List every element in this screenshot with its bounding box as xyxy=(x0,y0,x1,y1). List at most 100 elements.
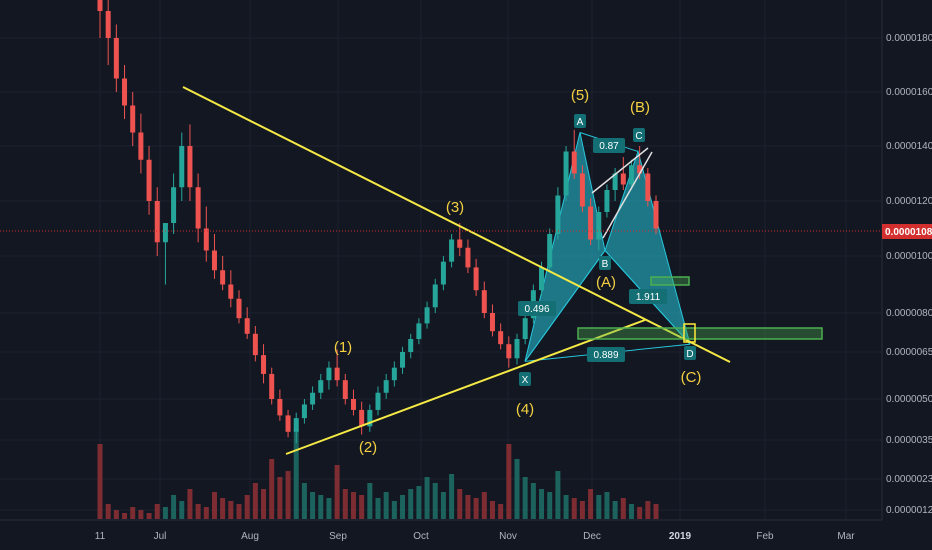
candle-body xyxy=(122,78,128,106)
volume-bar xyxy=(342,489,348,519)
volume-bar xyxy=(269,459,275,519)
candle-body xyxy=(628,165,634,185)
volume-bar xyxy=(318,495,324,519)
volume-bar xyxy=(244,495,250,519)
volume-bar xyxy=(391,501,397,519)
elliott-wave-label: (1) xyxy=(334,339,352,356)
time-tick-label: Oct xyxy=(413,531,429,542)
candle-body xyxy=(269,373,275,399)
volume-bar xyxy=(432,483,438,519)
candle-body xyxy=(130,105,136,133)
volume-bar xyxy=(171,495,177,519)
ratio-label: 0.496 xyxy=(524,304,549,315)
candle-body xyxy=(195,187,201,229)
volume-bar xyxy=(220,498,226,519)
target-zone-small[interactable] xyxy=(650,276,690,286)
time-tick-label: 11 xyxy=(95,531,106,542)
volume-bar xyxy=(113,510,119,519)
volume-bar xyxy=(334,465,340,519)
ratio-label: 0.87 xyxy=(599,141,619,152)
volume-bar xyxy=(489,501,495,519)
candle-body xyxy=(506,344,512,359)
candle-body xyxy=(481,290,487,313)
time-tick-label: Dec xyxy=(583,531,601,542)
volume-bar xyxy=(97,444,103,519)
channel-line-bottom[interactable] xyxy=(602,151,653,239)
upper-trendline[interactable] xyxy=(182,86,731,363)
volume-bar xyxy=(563,495,569,519)
candle-body xyxy=(97,0,103,11)
time-tick-label: 2019 xyxy=(669,531,692,542)
channel-line-top[interactable] xyxy=(591,147,649,194)
lower-trendline[interactable] xyxy=(285,319,646,455)
candle-body xyxy=(375,392,381,410)
elliott-wave-label: (3) xyxy=(446,199,464,216)
candle-body xyxy=(498,331,504,345)
volume-bar xyxy=(571,498,577,519)
volume-bar xyxy=(130,507,136,519)
candle-body xyxy=(432,284,438,308)
candle-body xyxy=(457,239,463,248)
volume-bar xyxy=(408,489,414,519)
volume-bar xyxy=(440,492,446,519)
target-zone-wide[interactable] xyxy=(577,327,823,340)
volume-bar xyxy=(162,507,168,519)
candle-body xyxy=(563,151,569,196)
candle-body xyxy=(105,11,111,38)
volume-bar xyxy=(228,501,234,519)
volume-bar xyxy=(187,489,193,519)
candle-body xyxy=(334,367,340,381)
candle-body xyxy=(261,355,267,374)
current-price-badge[interactable]: 0.00001081 xyxy=(882,224,932,239)
time-tick-label: Sep xyxy=(329,531,347,542)
volume-bar xyxy=(375,498,381,519)
candle-body xyxy=(359,409,365,427)
volume-bar xyxy=(154,504,160,519)
candle-body xyxy=(604,190,610,212)
volume-bar xyxy=(310,492,316,519)
ratio-label: 1.911 xyxy=(636,292,661,303)
volume-bar xyxy=(481,492,487,519)
volume-bar xyxy=(612,501,618,519)
volume-bar xyxy=(211,492,217,519)
volume-bar xyxy=(359,495,365,519)
time-axis[interactable]: 11 Jul Aug Sep Oct Nov Dec 2019 Feb Mar xyxy=(95,531,855,542)
volume-bar xyxy=(637,507,643,519)
point-d-box[interactable] xyxy=(683,323,696,343)
candle-body xyxy=(620,173,626,185)
candle-body xyxy=(326,367,332,381)
volume-bar xyxy=(514,459,520,519)
volume-bar xyxy=(628,504,634,519)
volume-bar xyxy=(293,429,299,519)
volume-bar xyxy=(146,513,152,519)
drawings xyxy=(182,86,823,455)
harmonic-point-badge xyxy=(574,114,586,128)
harmonic-point-badge xyxy=(684,346,696,360)
elliott-wave-label: (B) xyxy=(630,99,650,116)
volume-bar xyxy=(326,498,332,519)
candle-body xyxy=(293,418,299,432)
candle-body xyxy=(645,173,651,201)
current-price-value: 0.00001081 xyxy=(885,227,932,238)
candle-body xyxy=(244,318,250,334)
volume-bar xyxy=(203,507,209,519)
candle-body xyxy=(416,323,422,339)
harmonic-point-label: X xyxy=(522,375,529,386)
volume-bar xyxy=(367,483,373,519)
candle-body xyxy=(252,333,258,356)
volume-bar xyxy=(498,504,504,519)
candle-body xyxy=(146,159,152,201)
volume-bar xyxy=(424,477,430,519)
candle-body xyxy=(350,399,356,410)
volume-bar xyxy=(252,483,258,519)
volume-bar xyxy=(457,489,463,519)
